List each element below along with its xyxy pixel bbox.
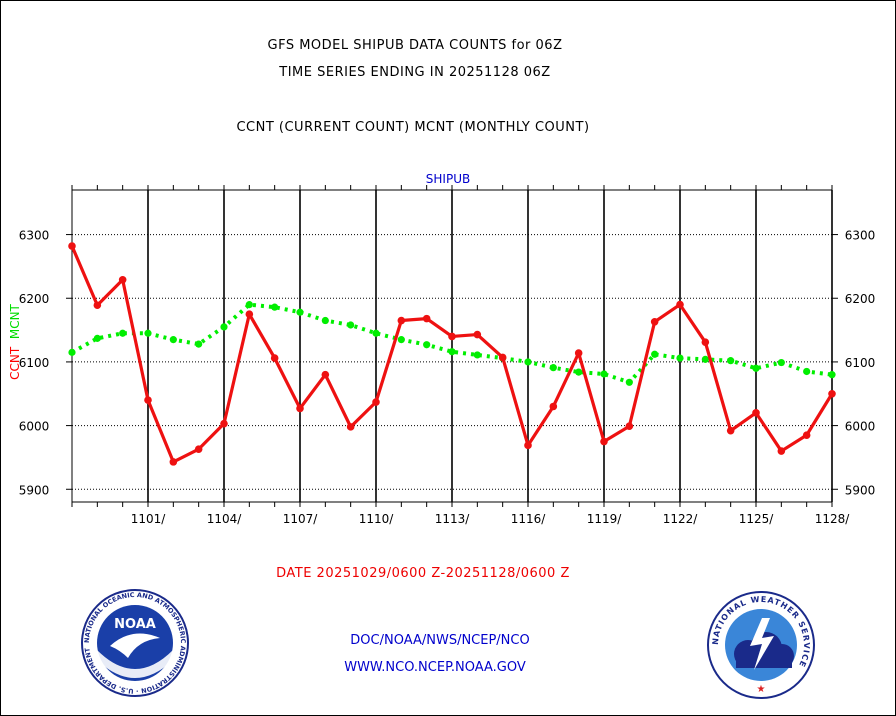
x-axis-label: DATE 20251029/0600 Z-20251128/0600 Z [276,566,570,581]
data-point-mcnt [372,329,380,337]
data-point-ccnt [726,426,735,435]
x-tick-label: 1104/ [207,512,243,526]
nws-star-icon: ★ [757,684,766,695]
y-tick-label-right: 6100 [845,356,876,370]
x-tick-label: 1113/ [435,512,471,526]
data-point-ccnt [448,332,456,341]
data-point-ccnt [220,419,228,428]
data-point-ccnt [144,396,152,404]
data-point-ccnt [498,353,507,362]
data-point-mcnt [803,367,811,376]
data-point-mcnt [524,358,532,366]
data-point-ccnt [118,275,127,284]
data-point-mcnt [625,378,633,386]
data-point-ccnt [372,398,380,406]
data-point-mcnt [752,364,760,372]
data-point-ccnt [752,409,760,417]
data-point-mcnt [296,308,304,316]
data-point-mcnt [828,371,836,379]
data-point-ccnt [194,445,203,453]
y-tick-label-right: 6300 [845,229,876,243]
y-tick-label-left: 6000 [19,420,50,434]
data-point-ccnt [397,316,406,325]
data-point-ccnt [321,370,330,379]
data-point-ccnt [68,242,76,250]
data-point-ccnt [473,330,482,339]
data-point-ccnt [422,314,431,323]
data-point-ccnt [625,422,634,431]
panel-label: SHIPUB [425,172,471,186]
chart-plot: 5900 5900 6000 6000 6100 6100 6200 6200 6300 6300… [19,185,876,526]
y-tick-label-left: 6300 [19,229,50,243]
data-point-ccnt [828,389,836,398]
data-point-mcnt [245,301,253,309]
nws-logo: NATIONAL WEATHER SERVICE ★ [707,591,815,699]
data-point-ccnt [676,300,684,309]
x-tick-label: 1110/ [359,512,395,526]
data-point-mcnt [549,364,557,372]
x-tick-label: 1116/ [511,512,547,526]
y-tick-label-left: 5900 [19,483,50,497]
data-point-mcnt [676,354,684,362]
noaa-logo: NOAA NATIONAL OCEANIC AND ATMOSPHERIC AD… [80,588,189,697]
footer-link-doc-noaa[interactable]: DOC/NOAA/NWS/NCEP/NCO [350,633,530,648]
data-point-ccnt [600,437,608,446]
x-tick-label: 1119/ [587,512,623,526]
data-point-mcnt [93,334,101,342]
data-point-mcnt [169,336,177,344]
data-point-ccnt [549,402,558,411]
data-point-mcnt [195,340,203,348]
x-tick-label: 1125/ [739,512,775,526]
data-point-mcnt [600,370,608,378]
data-point-mcnt [701,355,709,363]
data-point-ccnt [524,441,532,450]
data-point-ccnt [701,338,710,346]
x-tick-label: 1128/ [815,512,851,526]
data-point-mcnt [321,316,329,325]
data-point-mcnt [651,350,659,358]
data-point-ccnt [270,354,279,362]
data-point-ccnt [777,447,786,455]
legend-text: CCNT (CURRENT COUNT) MCNT (MONTHLY COUNT… [236,120,590,135]
data-point-mcnt [473,351,481,359]
footer-link-website[interactable]: WWW.NCO.NCEP.NOAA.GOV [344,660,526,675]
data-point-ccnt [169,458,178,466]
data-point-mcnt [448,348,456,356]
data-point-mcnt [777,358,785,367]
data-point-mcnt [347,321,355,329]
data-point-mcnt [271,303,279,311]
y-tick-label-left: 6200 [19,292,50,306]
x-tick-label: 1101/ [131,512,167,526]
data-point-mcnt [423,341,431,349]
chart-title: GFS MODEL SHIPUB DATA COUNTS for 06Z [267,38,563,53]
data-point-mcnt [144,329,152,337]
y-tick-label-right: 5900 [845,483,876,497]
data-point-mcnt [397,336,405,344]
chart-subtitle: TIME SERIES ENDING IN 20251128 06Z [279,65,551,80]
data-point-ccnt [574,349,583,357]
y-tick-label-left: 6100 [19,356,50,370]
y-tick-label-right: 6000 [845,420,876,434]
x-tick-label: 1107/ [283,512,319,526]
data-point-mcnt [727,357,735,365]
data-point-mcnt [68,348,76,356]
data-point-ccnt [296,404,304,413]
data-point-ccnt [93,301,102,310]
x-tick-label: 1122/ [663,512,699,526]
data-point-ccnt [245,310,254,318]
data-point-ccnt [802,431,811,439]
y-tick-label-right: 6200 [845,292,876,306]
data-point-mcnt [119,329,127,337]
data-point-mcnt [220,323,228,331]
data-point-mcnt [575,368,583,376]
data-point-ccnt [346,423,355,431]
data-point-ccnt [650,318,659,326]
noaa-logo-text: NOAA [114,617,156,632]
